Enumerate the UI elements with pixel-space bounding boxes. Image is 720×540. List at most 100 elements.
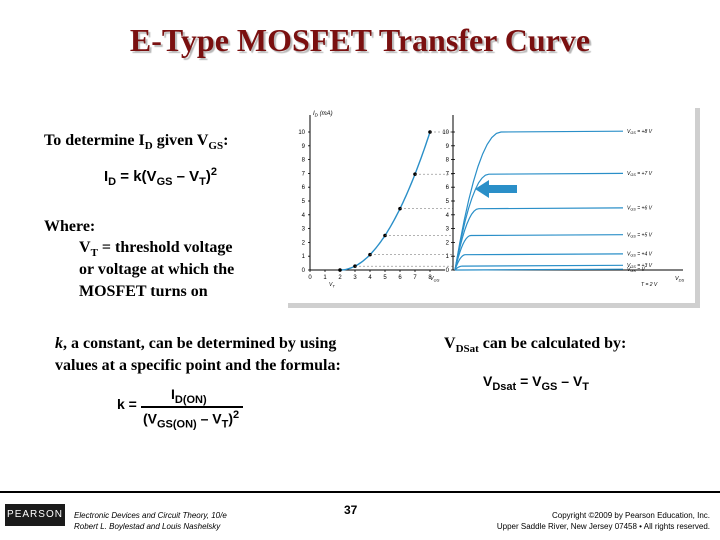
left-x-ticks: 0 1 2 3 4 5 6 7 8 — [308, 270, 432, 281]
x-tick-label: 6 — [398, 275, 402, 281]
vt-def-text: = threshold voltage — [97, 239, 233, 256]
y-tick-label: 0 — [302, 268, 306, 274]
vt-marker-label: VT — [329, 282, 335, 289]
k-den-exp: 2 — [233, 409, 240, 421]
y-tick-label: 4 — [302, 213, 306, 219]
right-y-tick-label: 8 — [446, 158, 450, 164]
right-y-tick-label: 6 — [446, 185, 450, 191]
y-tick-label: 7 — [302, 171, 306, 177]
transfer-characteristic-figure: ID (mA) 101099887766554433221100 0123456… — [283, 103, 695, 303]
drain-curve — [454, 253, 624, 271]
x-tick-label: 2 — [338, 275, 342, 281]
transfer-curve-svg: ID (mA) 101099887766554433221100 0123456… — [298, 111, 684, 289]
drain-curve-label: VGS = V — [627, 267, 646, 273]
k-den-mid: – V — [196, 410, 222, 427]
k-formula-denominator: (VGS(ON) – VT)2 — [143, 409, 239, 430]
k-num-sub: D(ON) — [174, 393, 207, 406]
k-paragraph-line1: k, a constant, can be determined by usin… — [55, 333, 336, 354]
left-y-ticks: 101099887766554433221100 — [298, 130, 455, 274]
y-tick-label: 1 — [302, 254, 306, 260]
drain-curve-label: VGS = +8 V — [627, 129, 653, 135]
y-tick-label: 3 — [302, 227, 306, 233]
footer-divider — [0, 491, 720, 493]
vt-def-prefix: V — [79, 239, 91, 256]
transfer-curve-line — [340, 131, 431, 271]
drain-curve-label: VGS = +4 V — [627, 252, 653, 258]
k-den-close: ) — [228, 410, 234, 427]
formula-id-minus: – V — [172, 168, 200, 185]
vt-def-sub: T — [90, 247, 98, 260]
x-tick-label: 5 — [383, 275, 387, 281]
determine-sub-d: D — [144, 140, 153, 153]
right-y-tick-label: 0 — [446, 268, 450, 274]
vdsat-f-t-sub: T — [582, 380, 590, 393]
y-tick-label: 2 — [302, 240, 306, 246]
vdsat-f-lhs: V — [483, 373, 493, 389]
determine-text-end: : — [223, 132, 229, 149]
k-num: I — [171, 386, 175, 402]
book-credit-line1: Electronic Devices and Circuit Theory, 1… — [74, 511, 227, 520]
formula-id-lhs-sub: D — [108, 176, 117, 188]
y-tick-label: 10 — [298, 130, 305, 136]
vdsat-formula: VDsat = VGS – VT — [483, 373, 589, 393]
k-den-sub2: T — [221, 418, 229, 431]
determine-text-part: To determine I — [44, 132, 145, 149]
vdsat-text: can be calculated by: — [478, 335, 627, 352]
pearson-logo: PEARSON — [5, 504, 65, 526]
id-formula: ID = k(VGS – VT)2 — [104, 166, 217, 188]
right-y-tick-label: 5 — [446, 199, 450, 205]
k-italic: k — [55, 335, 63, 352]
right-y-tick-label: 3 — [446, 227, 450, 233]
drain-curve-label: VGS = +3 V — [627, 263, 653, 269]
k-fraction-bar — [141, 406, 243, 408]
vt-definition-line1: VT = threshold voltage — [79, 237, 233, 264]
drain-curve-label: VGS = +6 V — [627, 206, 653, 212]
vt-equals-label: T = 2 V — [641, 282, 658, 288]
vdsat-f-lhs-sub: Dsat — [492, 380, 517, 393]
x-tick-label: 1 — [323, 275, 327, 281]
determine-text: To determine ID given VGS: — [44, 130, 228, 157]
right-y-tick-label: 10 — [442, 130, 449, 136]
x-tick-label: 8 — [428, 275, 432, 281]
drain-curve — [454, 264, 624, 271]
copyright-line2: Upper Saddle River, New Jersey 07458 • A… — [496, 522, 710, 531]
formula-id-lhs: I — [104, 168, 109, 185]
x-tick-label: 7 — [413, 275, 417, 281]
vdsat-f-minus: – V — [557, 373, 583, 389]
formula-id-gs-sub: GS — [156, 176, 173, 188]
determine-sub-gs: GS — [208, 140, 224, 153]
drain-curve-labels: VGS = +8 V VGS = +7 V VGS = +6 V VGS = +5 V… — [627, 129, 658, 288]
y-tick-label: 5 — [302, 199, 306, 205]
vdsat-f-gs-sub: GS — [541, 380, 558, 393]
slide-title: E-Type MOSFET Transfer Curve — [129, 22, 591, 58]
drain-curve — [454, 130, 624, 271]
k-den-open: (V — [143, 410, 157, 427]
drain-curve-label: VGS = +7 V — [627, 171, 653, 177]
copyright-line1: Copyright ©2009 by Pearson Education, In… — [552, 511, 710, 520]
drain-curve — [454, 172, 624, 271]
drain-curve — [454, 207, 624, 271]
drain-curve — [455, 268, 624, 271]
book-credit-line2: Robert L. Boylestad and Louis Nashelsky — [74, 522, 221, 531]
y-tick-label: 8 — [302, 158, 306, 164]
k-formula-lhs: k = — [117, 396, 137, 412]
x-tick-label: 3 — [353, 275, 357, 281]
drain-curve — [454, 234, 624, 271]
formula-id-close: ) — [205, 168, 211, 185]
where-label: Where: — [44, 218, 96, 235]
transfer-curve-points — [338, 130, 432, 272]
y-tick-label: 9 — [302, 144, 306, 150]
vt-definition-line2: or voltage at which the — [79, 261, 235, 278]
formula-id-exp: 2 — [210, 166, 218, 178]
formula-id-mid: = k(V — [116, 168, 157, 185]
determine-text-mid: given V — [152, 132, 209, 149]
page-number: 37 — [344, 503, 358, 517]
right-y-tick-label: 4 — [446, 213, 450, 219]
x-tick-label: 0 — [308, 275, 312, 281]
left-y-axis-label: ID (mA) — [313, 111, 333, 118]
vdsat-sub: DSat — [455, 343, 479, 356]
drain-curve-label: VGS = +5 V — [627, 233, 653, 239]
projection-lines — [355, 131, 453, 267]
drain-characteristic-curves — [454, 130, 624, 271]
copyright: Copyright ©2009 by Pearson Education, In… — [420, 510, 710, 532]
